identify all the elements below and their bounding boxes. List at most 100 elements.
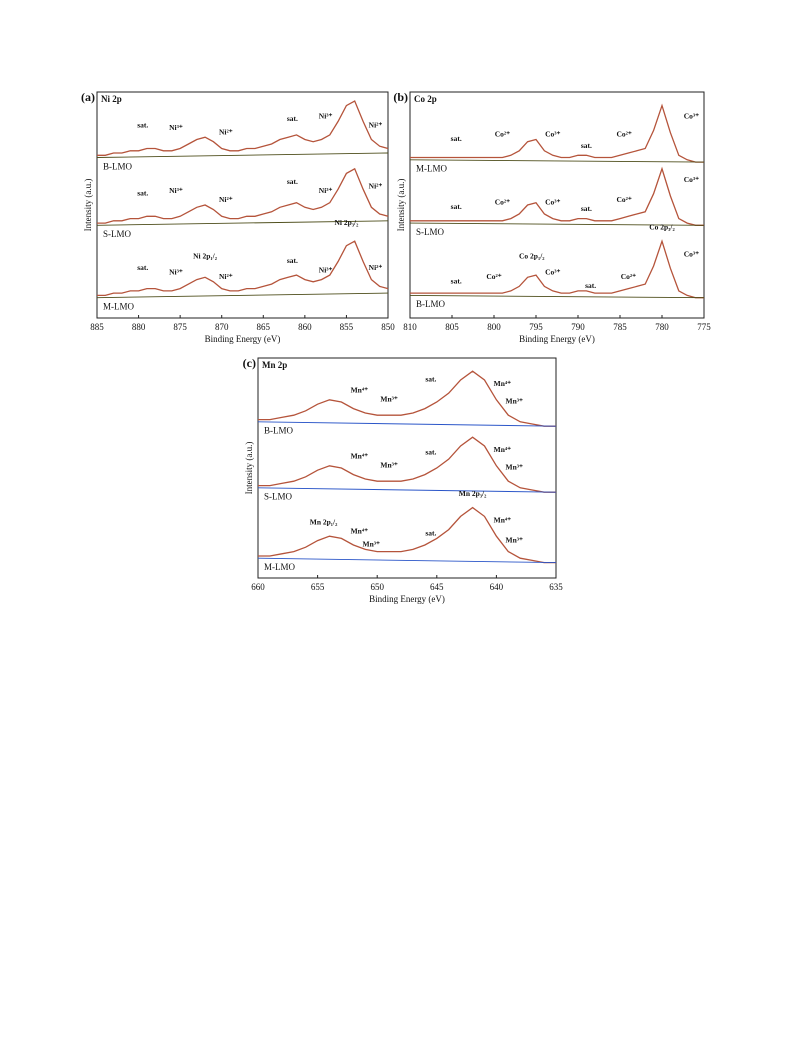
peak-annotation: Co³⁺ bbox=[545, 197, 560, 206]
peak-annotation: sat. bbox=[425, 375, 436, 384]
sample-label: M-LMO bbox=[264, 562, 295, 572]
peak-annotation: Ni²⁺ bbox=[369, 121, 383, 130]
plot-frame bbox=[257, 357, 557, 579]
spectrum-line bbox=[258, 370, 556, 427]
plot-frame bbox=[409, 91, 705, 319]
peak-annotation: Co²⁺ bbox=[495, 130, 510, 139]
peak-annotation: Mn⁴⁺ bbox=[494, 379, 511, 388]
sample-label: B-LMO bbox=[103, 161, 133, 171]
peak-annotation: Co³⁺ bbox=[545, 268, 560, 277]
peak-annotation: Ni²⁺ bbox=[219, 195, 233, 204]
background-line bbox=[96, 292, 389, 299]
peak-annotation: Ni³⁺ bbox=[169, 268, 183, 277]
spectrum-line bbox=[258, 436, 556, 493]
peak-annotation: sat. bbox=[137, 121, 148, 130]
spectrum-line bbox=[410, 103, 704, 163]
peak-annotation: Mn³⁺ bbox=[506, 463, 523, 472]
x-tick-label: 785 bbox=[613, 322, 627, 332]
y-axis-label: Intensity (a.u.) bbox=[396, 179, 406, 232]
background-line bbox=[257, 421, 557, 427]
peak-annotation: Co 2p₃/₂ bbox=[649, 222, 675, 231]
background-line bbox=[409, 222, 705, 226]
peak-annotation: Mn³⁺ bbox=[506, 535, 523, 544]
peak-annotation: Co²⁺ bbox=[617, 130, 632, 139]
peak-annotation: sat. bbox=[451, 134, 462, 143]
sample-label: M-LMO bbox=[103, 301, 134, 311]
peak-annotation: Ni³⁺ bbox=[319, 265, 333, 274]
peak-annotation: Co²⁺ bbox=[495, 197, 510, 206]
peak-annotation: Co³⁺ bbox=[545, 130, 560, 139]
peak-annotation: Mn 2p₃/₂ bbox=[459, 489, 487, 498]
peak-annotation: sat. bbox=[451, 277, 462, 286]
x-tick-label: 875 bbox=[173, 322, 187, 332]
x-tick-label: 805 bbox=[445, 322, 459, 332]
peak-annotation: sat. bbox=[581, 204, 592, 213]
x-tick-label: 865 bbox=[257, 322, 271, 332]
spectrum-line bbox=[97, 240, 389, 297]
panel-label: (a) bbox=[81, 90, 95, 104]
peak-annotation: Co³⁺ bbox=[684, 249, 699, 258]
x-axis-label: Binding Energy (eV) bbox=[369, 594, 445, 604]
panel-title: Ni 2p bbox=[101, 94, 122, 104]
peak-annotation: Co³⁺ bbox=[684, 112, 699, 121]
spectrum-line bbox=[258, 506, 556, 564]
peak-annotation: Ni³⁺ bbox=[319, 112, 333, 121]
peak-annotation: Mn³⁺ bbox=[506, 397, 523, 406]
peak-annotation: Ni³⁺ bbox=[169, 123, 183, 132]
peak-annotation: Mn⁴⁺ bbox=[494, 516, 511, 525]
peak-annotation: sat. bbox=[137, 188, 148, 197]
sample-label: S-LMO bbox=[103, 229, 132, 239]
panel-title: Mn 2p bbox=[262, 360, 287, 370]
y-axis-label: Intensity (a.u.) bbox=[83, 179, 93, 232]
peak-annotation: sat. bbox=[287, 256, 298, 265]
peak-annotation: Mn⁴⁺ bbox=[351, 527, 368, 536]
spectrum-line bbox=[410, 166, 704, 226]
x-tick-label: 860 bbox=[298, 322, 312, 332]
sample-label: S-LMO bbox=[416, 227, 445, 237]
panel-title: Co 2p bbox=[414, 94, 437, 104]
peak-annotation: Ni 2p₁/₂ bbox=[193, 252, 218, 261]
spectrum-line bbox=[97, 167, 389, 224]
background-line bbox=[409, 159, 705, 163]
panel-label: (c) bbox=[243, 356, 256, 370]
sample-label: B-LMO bbox=[264, 426, 294, 436]
peak-annotation: Co³⁺ bbox=[684, 175, 699, 184]
x-tick-label: 850 bbox=[381, 322, 395, 332]
peak-annotation: Ni²⁺ bbox=[219, 127, 233, 136]
panel-label: (b) bbox=[393, 90, 408, 104]
x-tick-label: 880 bbox=[132, 322, 146, 332]
plot-frame bbox=[96, 91, 389, 319]
background-line bbox=[257, 557, 557, 564]
peak-annotation: Co 2p₁/₂ bbox=[519, 252, 545, 261]
peak-annotation: Mn³⁺ bbox=[380, 461, 397, 470]
peak-annotation: sat. bbox=[585, 281, 596, 290]
x-tick-label: 790 bbox=[571, 322, 585, 332]
peak-annotation: sat. bbox=[137, 263, 148, 272]
peak-annotation: sat. bbox=[287, 177, 298, 186]
x-tick-label: 810 bbox=[403, 322, 417, 332]
x-tick-label: 780 bbox=[655, 322, 669, 332]
peak-annotation: Ni²⁺ bbox=[369, 182, 383, 191]
sample-label: S-LMO bbox=[264, 492, 293, 502]
x-axis-label: Binding Energy (eV) bbox=[205, 334, 281, 344]
background-line bbox=[96, 220, 389, 226]
x-tick-label: 640 bbox=[490, 582, 504, 592]
x-tick-label: 775 bbox=[697, 322, 711, 332]
peak-annotation: Co²⁺ bbox=[617, 195, 632, 204]
peak-annotation: Mn³⁺ bbox=[363, 540, 380, 549]
peak-annotation: Mn⁴⁺ bbox=[351, 386, 368, 395]
x-tick-label: 655 bbox=[311, 582, 325, 592]
peak-annotation: Ni 2p₃/₂ bbox=[334, 218, 359, 227]
sample-label: B-LMO bbox=[416, 299, 446, 309]
peak-annotation: Co²⁺ bbox=[621, 272, 636, 281]
peak-annotation: sat. bbox=[425, 529, 436, 538]
peak-annotation: Co²⁺ bbox=[486, 272, 501, 281]
spectrum-line bbox=[97, 100, 389, 156]
sample-label: M-LMO bbox=[416, 164, 447, 174]
peak-annotation: Ni²⁺ bbox=[369, 263, 383, 272]
peak-annotation: sat. bbox=[425, 447, 436, 456]
x-tick-label: 870 bbox=[215, 322, 229, 332]
peak-annotation: sat. bbox=[581, 141, 592, 150]
